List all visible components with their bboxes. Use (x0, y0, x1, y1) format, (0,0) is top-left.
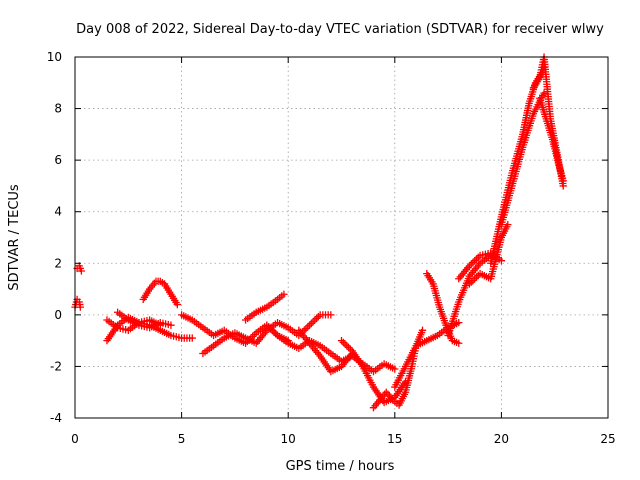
satellite-track-18 (465, 220, 512, 288)
satellite-track-12 (337, 336, 410, 407)
satellite-track-8 (199, 311, 335, 358)
satellite-track-22 (536, 94, 567, 185)
data-point (504, 220, 512, 229)
x-axis-title: GPS time / hours (286, 459, 395, 474)
satellite-track-6 (139, 277, 181, 309)
data-point (497, 257, 506, 265)
y-tick-label: 4 (54, 205, 62, 219)
data-point (327, 311, 335, 319)
satellite-track-5 (113, 308, 175, 332)
satellite-track-20 (497, 89, 548, 229)
satellite-track-4 (103, 313, 164, 345)
satellite-track-11 (295, 326, 356, 376)
data-point (559, 177, 567, 185)
y-tick-label: 0 (54, 308, 62, 322)
x-axis-ticks: 0 5 10 15 20 25 (71, 57, 616, 446)
data-point (418, 326, 427, 334)
axes: 0 5 10 15 20 25 -4 -2 0 2 4 6 8 10 (47, 50, 616, 446)
chart-title: Day 008 of 2022, Sidereal Day-to-day VTE… (76, 22, 604, 37)
satellite-track-15 (423, 269, 463, 347)
data-point (280, 290, 288, 298)
y-tick-label: 6 (54, 153, 62, 167)
x-tick-label: 5 (178, 432, 186, 446)
satellite-track-2 (73, 262, 86, 275)
y-tick-label: 8 (54, 102, 62, 116)
data-point (391, 365, 399, 373)
satellite-track-9 (241, 290, 288, 324)
satellite-track-1 (71, 295, 84, 311)
y-tick-label: -2 (50, 359, 62, 373)
data-point (167, 321, 175, 329)
y-axis-ticks: -4 -2 0 2 4 6 8 10 (47, 50, 608, 425)
y-axis-title: SDTVAR / TECUs (7, 184, 22, 291)
x-tick-label: 20 (494, 432, 509, 446)
y-tick-label: 2 (54, 256, 62, 270)
y-tick-label: 10 (47, 50, 62, 64)
plot-frame (74, 56, 609, 419)
data-point (173, 300, 181, 309)
x-tick-label: 15 (387, 432, 402, 446)
x-tick-label: 10 (281, 432, 296, 446)
data-points (71, 53, 567, 412)
data-point (455, 318, 463, 327)
satellite-track-17 (455, 249, 506, 283)
data-point (76, 303, 84, 311)
data-point (77, 267, 86, 275)
satellite-track-10 (263, 321, 399, 376)
data-point (455, 339, 463, 347)
data-point (188, 334, 196, 342)
x-tick-label: 0 (71, 432, 79, 446)
x-tick-label: 25 (600, 432, 615, 446)
satellite-track-16 (444, 251, 495, 340)
y-tick-label: -4 (50, 411, 62, 425)
